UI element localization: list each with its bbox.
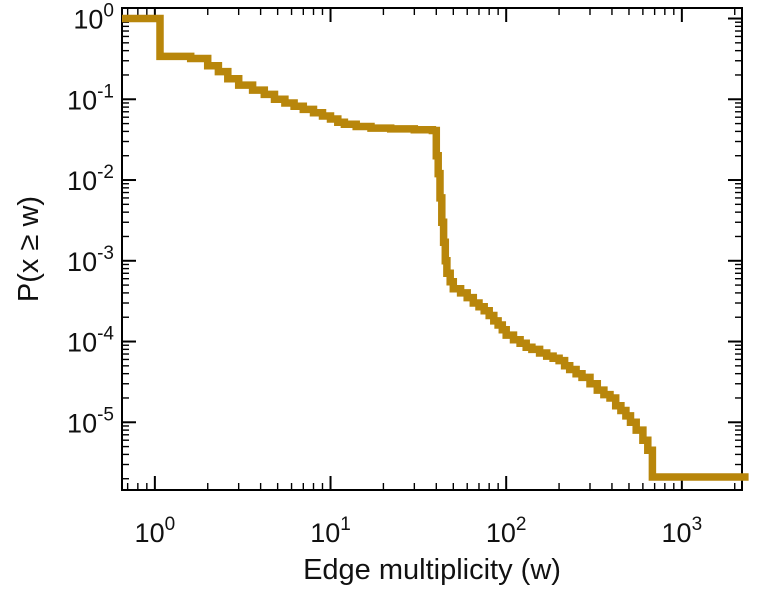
tick-label: 10-5 [67, 404, 114, 438]
tick-label: 10-1 [67, 81, 114, 115]
x-axis-label: Edge multiplicity (w) [303, 554, 561, 586]
tick-label: 10-2 [67, 162, 114, 196]
tick-label: 100 [135, 514, 176, 548]
tick-label: 10-4 [67, 324, 114, 358]
y-axis-label: P(x ≥ w) [13, 195, 45, 303]
tick-label: 102 [486, 514, 527, 548]
tick-label: 101 [310, 514, 351, 548]
tick-label: 100 [73, 1, 114, 35]
ccdf-step-line [122, 14, 749, 481]
plot-frame [121, 7, 743, 491]
tick-label: 10-3 [67, 243, 114, 277]
tick-label: 103 [662, 514, 703, 548]
